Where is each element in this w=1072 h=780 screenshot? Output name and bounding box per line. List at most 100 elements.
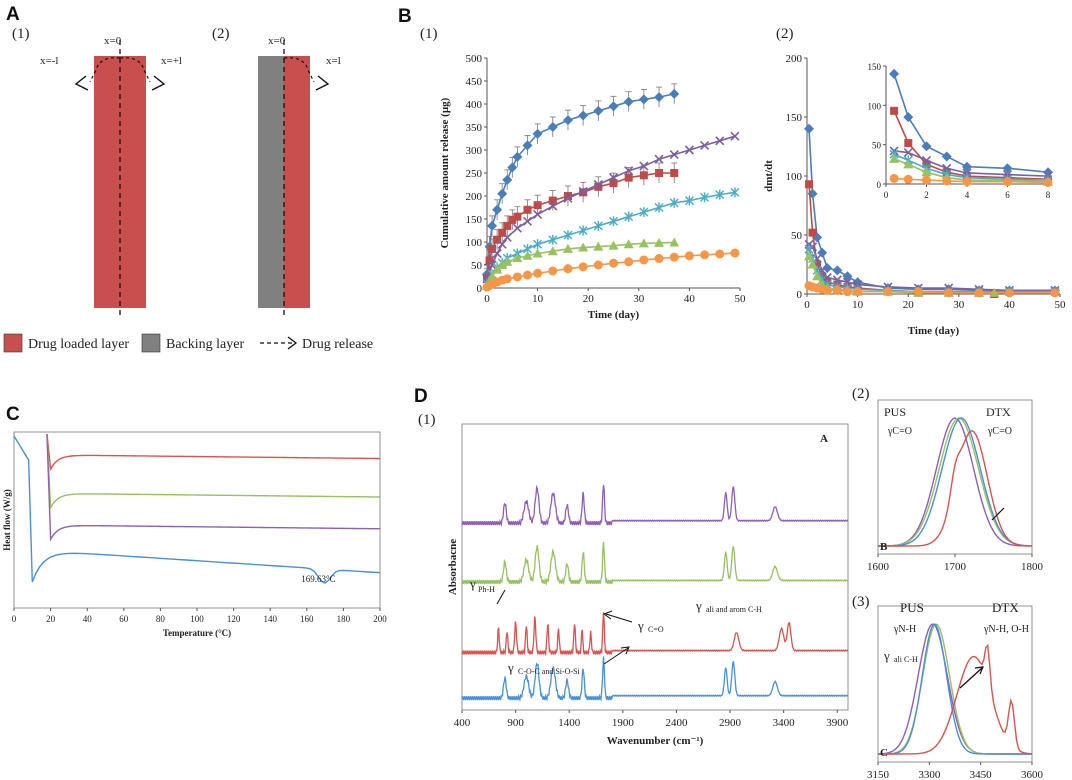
dsc-curve-blue — [13, 435, 381, 584]
data-point-circle — [512, 272, 522, 282]
data-point-circle — [913, 287, 923, 297]
x-tick-label: 3150 — [867, 769, 890, 780]
dsc-curve-purple — [46, 433, 381, 542]
data-point-cross — [822, 272, 832, 283]
y-tick-label: 350 — [466, 122, 483, 134]
data-point-diamond — [492, 204, 503, 215]
x0-label-1: x=0 — [104, 35, 122, 47]
data-point-star — [654, 202, 664, 213]
x-tick-label: 30 — [633, 293, 645, 305]
ann-ali: γ — [883, 648, 890, 663]
data-point-square — [808, 228, 817, 237]
panel-a-legend: Drug loaded layer Backing layer Drug rel… — [3, 333, 373, 353]
panel-a2-label: (2) — [212, 26, 230, 42]
arrowhead-2-icon — [315, 75, 330, 91]
dsc-curve-green — [46, 433, 381, 510]
x-tick-label: 40 — [1004, 299, 1016, 311]
data-point-diamond — [817, 247, 828, 258]
data-point-square — [639, 171, 648, 180]
x-tick-label: 40 — [83, 614, 93, 624]
panel-b-letter: B — [398, 6, 412, 27]
x-tick-label: 0 — [884, 190, 889, 200]
data-point-cross — [593, 179, 603, 190]
chart-b2-inset: 0 2 4 6 8 0 50 100 150 — [856, 58, 1058, 210]
data-point-star — [730, 187, 740, 198]
inset-point-cross — [903, 147, 913, 158]
data-point-diamond — [804, 123, 815, 134]
inset-point-circle — [1043, 177, 1053, 187]
data-point-diamond — [669, 88, 680, 99]
data-point-star — [578, 225, 588, 236]
data-point-cross — [684, 145, 694, 155]
data-point-circle — [715, 249, 725, 259]
x-tick-label: 0 — [804, 299, 810, 311]
x-tick-label: 200 — [373, 614, 387, 624]
panel-b2-label: (2) — [776, 26, 794, 42]
data-point-cross — [487, 260, 497, 270]
panel-d3-label: (3) — [852, 594, 870, 610]
y-tick-label: 200 — [786, 53, 803, 65]
zoom-curve-blue — [877, 623, 1032, 755]
chart-b1: 0 10 20 30 40 5005010015020025030035040045050… — [439, 53, 746, 321]
drug-loaded-layer-2 — [284, 56, 310, 308]
panel-b1-label: (1) — [420, 26, 438, 42]
x-tick-label: 0 — [484, 293, 490, 305]
x-tick-label: 40 — [684, 293, 696, 305]
data-point-cross — [669, 150, 679, 160]
chart-d1: 400 900 1400 1900 2400 2900 3400 3900 Wavenumber… — [447, 423, 849, 747]
data-point-cross — [533, 209, 543, 219]
data-point-triangle — [608, 240, 619, 250]
data-point-diamond — [593, 105, 604, 116]
x-tick-label: 4 — [965, 190, 970, 200]
data-point-circle — [1050, 288, 1060, 298]
data-point-square — [609, 179, 618, 188]
data-point-square — [813, 260, 822, 269]
data-point-circle — [730, 248, 740, 258]
ann-coc-sub: C-O-C and Si-O-Si — [518, 667, 581, 676]
ann-ph-sub: Ph-H — [478, 585, 495, 594]
data-point-circle — [654, 254, 664, 264]
x-tick-label: 3400 — [773, 717, 796, 729]
spectrum-red — [461, 612, 849, 657]
x-tick-label: 3900 — [826, 717, 849, 729]
inset-point-square — [890, 106, 899, 115]
data-point-cross — [578, 186, 588, 196]
data-point-circle — [533, 268, 543, 278]
y-tick-label: 100 — [868, 101, 882, 111]
data-point-cross — [512, 223, 522, 233]
data-point-star — [715, 189, 725, 200]
data-point-star — [669, 197, 679, 208]
ann-co-sub: C=O — [648, 625, 664, 634]
inset-point-circle — [889, 173, 899, 183]
d2-corner: B — [880, 541, 888, 553]
x-tick-label: 0 — [12, 614, 17, 624]
data-point-triangle — [623, 239, 634, 249]
data-point-circle — [684, 251, 694, 261]
data-point-diamond — [638, 94, 649, 105]
ann-ali-sub: ali C-H — [894, 655, 918, 664]
x-tick-label: 2400 — [665, 717, 688, 729]
data-point-star — [700, 192, 710, 203]
data-point-square — [594, 182, 603, 191]
y-tick-label: 0 — [797, 289, 803, 301]
zoom-curve-DTX — [878, 643, 1033, 755]
d1-corner: A — [820, 433, 828, 445]
y-tick-label: 100 — [786, 171, 803, 183]
inset-point-triangle — [903, 159, 914, 169]
legend-drug-release: Drug release — [302, 337, 373, 352]
data-point-cross — [608, 173, 619, 183]
d2-pus-label: PUS — [884, 405, 906, 419]
arrowhead-left-icon — [74, 75, 89, 91]
data-point-triangle — [532, 248, 543, 258]
x-tick-label: 1700 — [944, 561, 967, 573]
y-tick-label: 0 — [877, 180, 882, 190]
data-point-cross — [548, 201, 558, 211]
data-point-square — [624, 173, 633, 182]
data-point-cross — [497, 239, 507, 249]
data-point-diamond — [497, 188, 508, 199]
inset-point-square — [904, 139, 913, 148]
x-tick-label: 3450 — [970, 769, 993, 780]
chart-d3: 3150 3300 3450 3600 — [867, 605, 1044, 780]
